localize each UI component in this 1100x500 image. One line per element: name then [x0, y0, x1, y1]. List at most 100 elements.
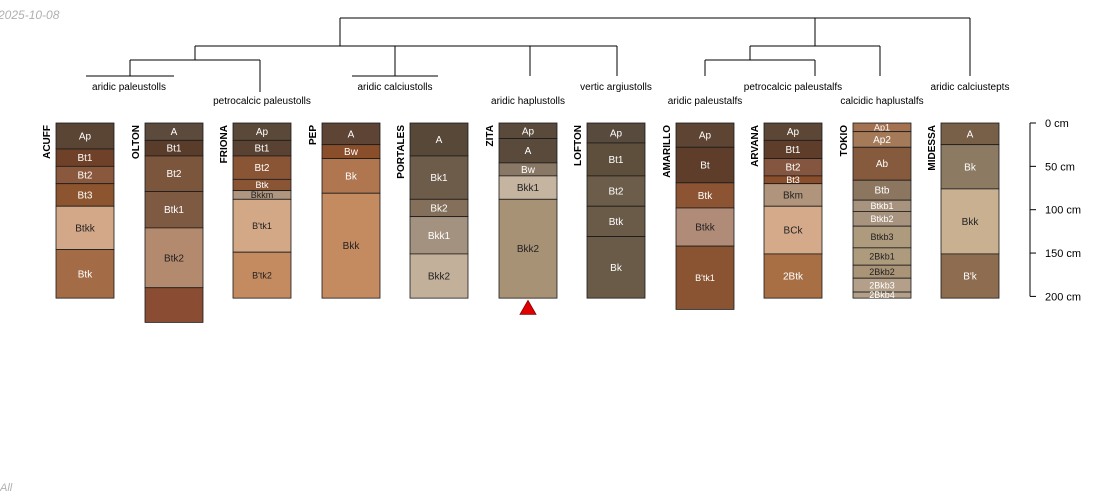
horizon-block	[586, 205, 646, 237]
horizon-label: Ap	[256, 127, 269, 138]
horizon-block	[409, 122, 469, 157]
horizon: Ab	[852, 146, 912, 181]
horizon-label: Bkk2	[428, 272, 451, 283]
horizon: Btkk	[675, 207, 735, 247]
soil-profile: AMARILLO Ap Bt Btk Btkk B'tk1	[662, 122, 735, 310]
horizon: Btkk	[55, 205, 115, 250]
taxon-label: petrocalcic paleustolls	[213, 96, 311, 107]
profile-name: FRIONA	[219, 125, 230, 163]
horizon-label: Bkk2	[517, 244, 540, 255]
horizon-block	[321, 192, 381, 299]
horizon-label: Bt2	[77, 171, 92, 182]
horizon-label: Ap	[699, 131, 712, 142]
profile-name: ARVANA	[750, 125, 761, 167]
horizon-block	[763, 205, 823, 255]
horizon: Bk	[321, 158, 381, 194]
dendrogram	[86, 17, 971, 92]
horizon-block	[675, 122, 735, 148]
taxon-label: aridic paleustalfs	[668, 96, 742, 107]
horizon: Ap	[763, 122, 823, 141]
horizon: Ap1	[852, 122, 912, 132]
horizon-label: Btb	[874, 186, 889, 197]
soil-profile: MIDESSA A Bk Bkk B'k	[927, 122, 1000, 299]
profile-name: AMARILLO	[662, 125, 673, 178]
horizon	[144, 287, 204, 323]
horizon: Bw	[321, 144, 381, 159]
profile-name: PORTALES	[396, 125, 407, 179]
horizon: Bt1	[763, 139, 823, 159]
horizon-block	[675, 245, 735, 310]
horizon-label: Btk	[255, 180, 269, 190]
horizon-label: Bt2	[785, 163, 800, 174]
horizon: Bt1	[232, 139, 292, 157]
horizon-block	[675, 207, 735, 247]
horizon: Bkk	[940, 188, 1000, 255]
horizon: Btkb1	[852, 199, 912, 212]
horizon-block	[498, 138, 558, 164]
horizon: Btb	[852, 179, 912, 201]
taxon-label: aridic haplustolls	[491, 96, 565, 107]
horizon-label: Bt1	[77, 153, 92, 164]
horizon: B'tk1	[675, 245, 735, 310]
profile-name: OLTON	[131, 125, 142, 159]
horizon-label: Bt1	[254, 144, 269, 155]
horizon-block	[144, 191, 204, 229]
horizon: A	[321, 122, 381, 146]
profile-name: ZITA	[485, 125, 496, 146]
taxon-label: aridic calciustolls	[357, 82, 432, 93]
horizon-label: A	[967, 129, 974, 140]
horizon: Ap2	[852, 131, 912, 148]
horizon: A	[498, 138, 558, 164]
depth-tick-label: 0 cm	[1045, 118, 1069, 130]
horizon: Bt3	[55, 183, 115, 207]
horizon-label: Btkk	[695, 223, 715, 234]
horizon-label: Btkb1	[870, 201, 893, 211]
horizon-label: Bk	[610, 263, 623, 274]
horizon-block	[55, 249, 115, 299]
horizon: B'k	[940, 253, 1000, 299]
triangle-icon	[519, 299, 537, 315]
horizon: 2Bkb3	[852, 277, 912, 293]
horizon-label: 2Bkb1	[869, 252, 895, 262]
horizon: Bt	[675, 146, 735, 184]
horizon-label: BCk	[784, 226, 804, 237]
horizon: Bt2	[144, 155, 204, 192]
horizon: Btkb2	[852, 211, 912, 227]
horizon: Bt1	[55, 148, 115, 167]
profile-name: LOFTON	[573, 125, 584, 166]
horizon: Bk2	[409, 198, 469, 218]
horizon-label: B'tk1	[252, 221, 272, 231]
horizon: Bkk	[321, 192, 381, 299]
horizon-block	[675, 182, 735, 209]
horizon: Bkm	[763, 183, 823, 207]
horizon: Ap	[586, 122, 646, 144]
horizon-label: Bk	[345, 171, 358, 182]
horizon-block	[586, 236, 646, 299]
horizon-block	[586, 175, 646, 207]
horizon: B'tk1	[232, 198, 292, 253]
depth-axis: 0 cm 50 cm 100 cm 150 cm 200 cm	[1029, 118, 1081, 303]
horizon-label: A	[436, 135, 443, 146]
horizon-label: Bkk	[962, 217, 980, 228]
horizon: Bk1	[409, 155, 469, 200]
horizon: Btk	[675, 182, 735, 209]
horizon-label: Bkm	[783, 190, 803, 201]
horizon-label: Bk1	[430, 173, 448, 184]
marker-group	[519, 299, 537, 315]
horizon: Btk1	[144, 191, 204, 229]
taxon-label: aridic calciustepts	[931, 82, 1010, 93]
horizon-label: 2Bkb2	[869, 267, 895, 277]
horizon-label: Bt3	[77, 190, 92, 201]
horizon-block	[763, 253, 823, 299]
horizon-block	[55, 122, 115, 150]
horizon: Bkkm	[232, 190, 292, 200]
horizon-label: Bt	[700, 161, 710, 172]
horizon: Bk	[940, 144, 1000, 190]
horizon: Bkk1	[409, 216, 469, 255]
horizon-label: B'k	[963, 272, 978, 283]
horizon-block	[144, 287, 204, 323]
horizon-label: Bk2	[430, 203, 448, 214]
horizon-label: 2Bkb4	[869, 290, 895, 300]
horizon-label: Bt2	[608, 187, 623, 198]
